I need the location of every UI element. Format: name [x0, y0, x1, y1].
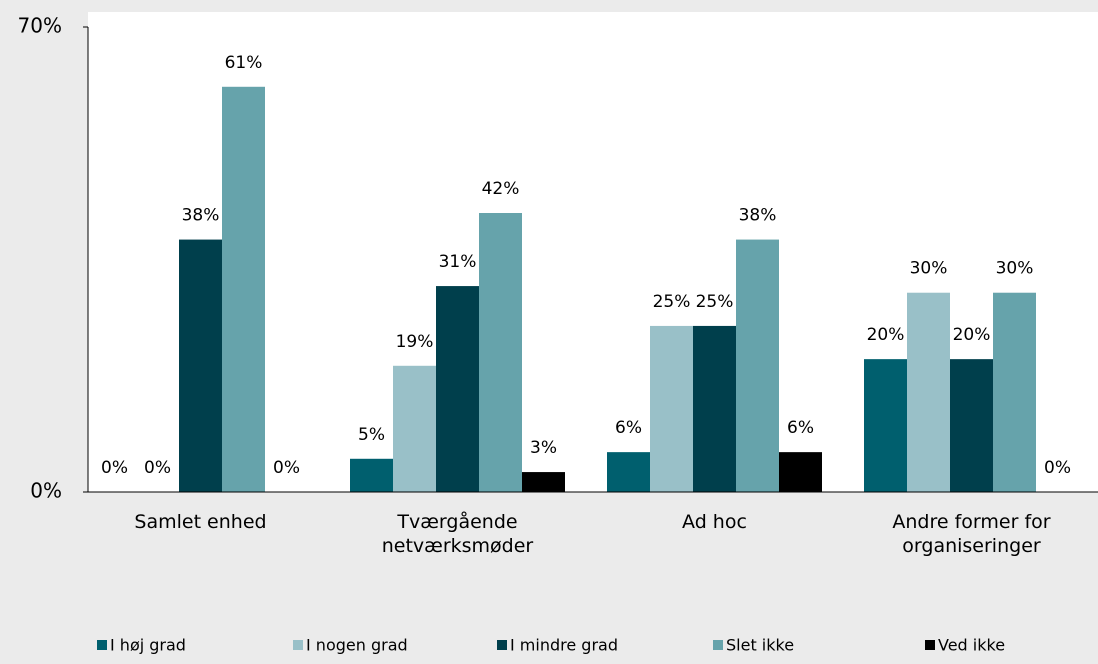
bar [950, 359, 993, 492]
data-label: 25% [653, 292, 691, 312]
legend-swatch [925, 640, 935, 650]
bar [779, 452, 822, 492]
data-label: 0% [1044, 458, 1071, 478]
y-tick-label: 70% [18, 14, 62, 38]
x-tick-label: Andre former for organiseringer [892, 511, 1051, 557]
bar [393, 365, 436, 492]
legend-label: I mindre grad [510, 636, 618, 655]
data-label: 31% [439, 252, 477, 272]
bar [350, 458, 393, 492]
bar [993, 292, 1036, 492]
x-tick-label: Ad hoc [682, 511, 747, 533]
data-label: 0% [144, 458, 171, 478]
x-tick-label: Samlet enhed [134, 511, 267, 533]
bar [179, 239, 222, 492]
bar [222, 86, 265, 493]
x-tick-label: Tværgående netværksmøder [381, 511, 534, 557]
data-label: 0% [101, 458, 128, 478]
data-label: 38% [739, 206, 777, 226]
legend-swatch [293, 640, 303, 650]
data-label: 38% [182, 206, 220, 226]
data-label: 25% [696, 292, 734, 312]
legend-label: Slet ikke [726, 636, 794, 655]
legend-label: Ved ikke [938, 636, 1005, 655]
data-label: 20% [867, 325, 905, 345]
legend-swatch [97, 640, 107, 650]
bar [522, 472, 565, 492]
data-label: 6% [787, 418, 814, 438]
legend-swatch [497, 640, 507, 650]
data-label: 0% [273, 458, 300, 478]
data-label: 19% [396, 332, 434, 352]
legend-label: I høj grad [110, 636, 186, 655]
data-label: 42% [482, 179, 520, 199]
data-label: 6% [615, 418, 642, 438]
data-label: 20% [953, 325, 991, 345]
data-label: 30% [996, 259, 1034, 279]
bar [864, 359, 907, 492]
data-label: 5% [358, 425, 385, 445]
data-label: 3% [530, 438, 557, 458]
data-label: 30% [910, 259, 948, 279]
bar [607, 452, 650, 492]
y-tick-label: 0% [30, 479, 62, 503]
bar [650, 325, 693, 492]
data-label: 61% [225, 53, 263, 73]
bar [907, 292, 950, 492]
bar [479, 213, 522, 492]
bar [693, 325, 736, 492]
legend-swatch [713, 640, 723, 650]
legend-label: I nogen grad [306, 636, 408, 655]
bar [736, 239, 779, 492]
bar [436, 286, 479, 492]
